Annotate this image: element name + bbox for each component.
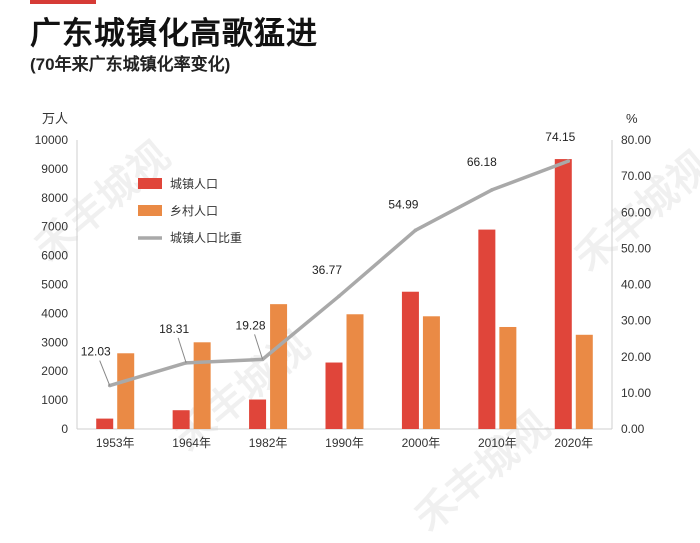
right-tick-label: 80.00 (621, 133, 651, 147)
ratio-data-label: 74.15 (545, 130, 575, 144)
legend-label-rural: 乡村人口 (170, 204, 218, 218)
right-tick-label: 70.00 (621, 169, 651, 183)
legend-label-ratio: 城镇人口比重 (170, 231, 242, 245)
title-accent-bar (30, 0, 96, 4)
right-tick-label: 20.00 (621, 350, 651, 364)
x-tick-label: 2010年 (478, 436, 517, 450)
ratio-data-label: 66.18 (467, 155, 497, 169)
legend-label-urban: 城镇人口 (170, 177, 218, 191)
ratio-point (490, 188, 494, 192)
legend-swatch-rural (138, 205, 162, 216)
right-axis-unit: % (626, 111, 638, 126)
x-tick-label: 1953年 (96, 436, 135, 450)
ratio-data-label: 12.03 (81, 345, 111, 359)
ratio-point (184, 361, 188, 365)
bar-rural (193, 342, 211, 429)
bar-rural (499, 326, 517, 429)
bars-layer (96, 159, 593, 429)
left-tick-label: 9000 (41, 162, 68, 176)
ratio-data-label: 36.77 (312, 263, 342, 277)
left-axis-unit: 万人 (42, 111, 68, 126)
bar-urban (96, 418, 114, 429)
legend-swatch-urban (138, 178, 162, 189)
axes-layer: 0 1000 2000 3000 4000 5000 6000 7000 8000 9000 100… (35, 111, 652, 450)
x-tick-label: 1964年 (172, 436, 211, 450)
right-tick-label: 40.00 (621, 278, 651, 292)
bar-rural (270, 304, 288, 429)
left-tick-label: 10000 (35, 133, 69, 147)
left-tick-label: 6000 (41, 249, 68, 263)
x-tick-label: 2000年 (402, 436, 441, 450)
right-tick-label: 30.00 (621, 314, 651, 328)
bar-urban (249, 399, 267, 429)
bar-urban (401, 291, 419, 429)
left-tick-label: 2000 (41, 364, 68, 378)
ratio-data-label: 54.99 (388, 197, 418, 211)
ratio-point (413, 228, 418, 233)
x-tick-label: 2020年 (554, 436, 593, 450)
bar-rural (117, 353, 135, 429)
right-tick-label: 10.00 (621, 386, 651, 400)
left-tick-label: 7000 (41, 220, 68, 234)
bar-rural (422, 316, 440, 429)
bar-urban (172, 410, 190, 429)
right-tick-label: 50.00 (621, 241, 651, 255)
left-tick-label: 8000 (41, 191, 68, 205)
left-tick-label: 0 (61, 422, 68, 436)
bar-rural (575, 334, 593, 429)
ratio-point (566, 159, 571, 163)
x-tick-label: 1982年 (249, 436, 288, 450)
bar-urban (478, 229, 496, 429)
bar-rural (346, 314, 364, 429)
x-tick-label: 1990年 (325, 436, 364, 450)
page-subtitle: (70年来广东城镇化率变化) (30, 55, 231, 74)
ratio-point (337, 294, 341, 298)
bar-urban (554, 159, 572, 429)
label-leader-line (177, 337, 187, 364)
left-tick-label: 3000 (41, 335, 68, 349)
left-tick-label: 4000 (41, 306, 68, 320)
label-leader-line (254, 334, 264, 360)
data-labels-layer: 12.03 18.31 19.28 36.77 54.99 66.18 74.15 (81, 130, 576, 386)
page-title: 广东城镇化高歌猛进 (30, 16, 318, 51)
right-tick-label: 0.00 (621, 422, 645, 436)
ratio-data-label: 18.31 (159, 322, 189, 336)
left-tick-label: 5000 (41, 278, 68, 292)
urbanization-chart: 0 1000 2000 3000 4000 5000 6000 7000 8000 9000 100… (35, 111, 652, 450)
left-tick-label: 1000 (41, 393, 68, 407)
ratio-data-label: 19.28 (236, 318, 266, 332)
label-leader-line (99, 360, 111, 386)
right-tick-label: 60.00 (621, 205, 651, 219)
bar-urban (325, 362, 343, 429)
ratio-point (260, 357, 265, 362)
